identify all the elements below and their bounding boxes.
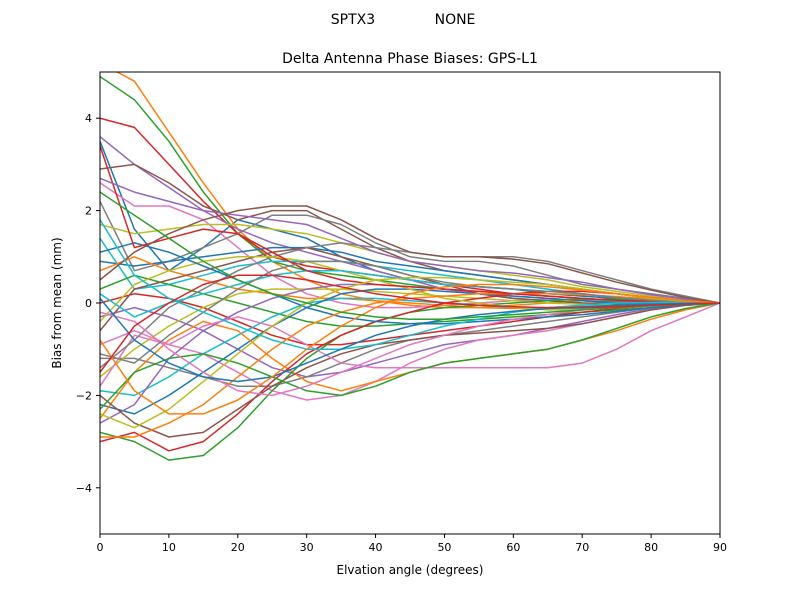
y-tick-label: 0: [85, 297, 92, 310]
x-tick-label: 10: [162, 541, 176, 554]
series-line-40: [100, 219, 720, 350]
y-axis: −4 −2 0 2 4: [76, 112, 100, 495]
series-line-43: [100, 191, 720, 320]
series-line-35: [100, 177, 720, 304]
suptitle-right: NONE: [435, 12, 476, 28]
y-tick-label: 4: [85, 112, 92, 125]
chart-title: Delta Antenna Phase Biases: GPS-L1: [282, 51, 538, 67]
x-tick-label: 80: [644, 541, 658, 554]
series-line-34: [100, 145, 720, 304]
x-tick-label: 70: [575, 541, 589, 554]
x-tick-label: 40: [369, 541, 383, 554]
x-tick-label: 30: [300, 541, 314, 554]
y-tick-label: −4: [76, 482, 92, 495]
series-line-31: [100, 242, 720, 325]
series-group: [100, 72, 720, 461]
series-line-41: [100, 297, 720, 383]
x-tick-label: 20: [231, 541, 245, 554]
suptitle-left: SPTX3: [331, 12, 375, 28]
x-tick-label: 50: [437, 541, 451, 554]
series-line-27: [100, 302, 720, 387]
x-axis-label: Elvation angle (degrees): [337, 563, 484, 577]
series-line-26: [100, 302, 720, 438]
x-tick-label: 60: [506, 541, 520, 554]
y-axis-label: Bias from mean (mm): [50, 237, 64, 368]
y-tick-label: 2: [85, 205, 92, 218]
x-tick-label: 90: [713, 541, 727, 554]
series-line-3: [100, 75, 720, 304]
x-axis: 0 10 20 30 40 50 60 70 80 90: [97, 534, 727, 554]
series-line-44: [100, 274, 720, 373]
x-tick-label: 0: [97, 541, 104, 554]
series-line-36: [100, 205, 720, 304]
series-line-42: [100, 283, 720, 415]
series-line-33: [100, 302, 720, 410]
y-tick-label: −2: [76, 389, 92, 402]
